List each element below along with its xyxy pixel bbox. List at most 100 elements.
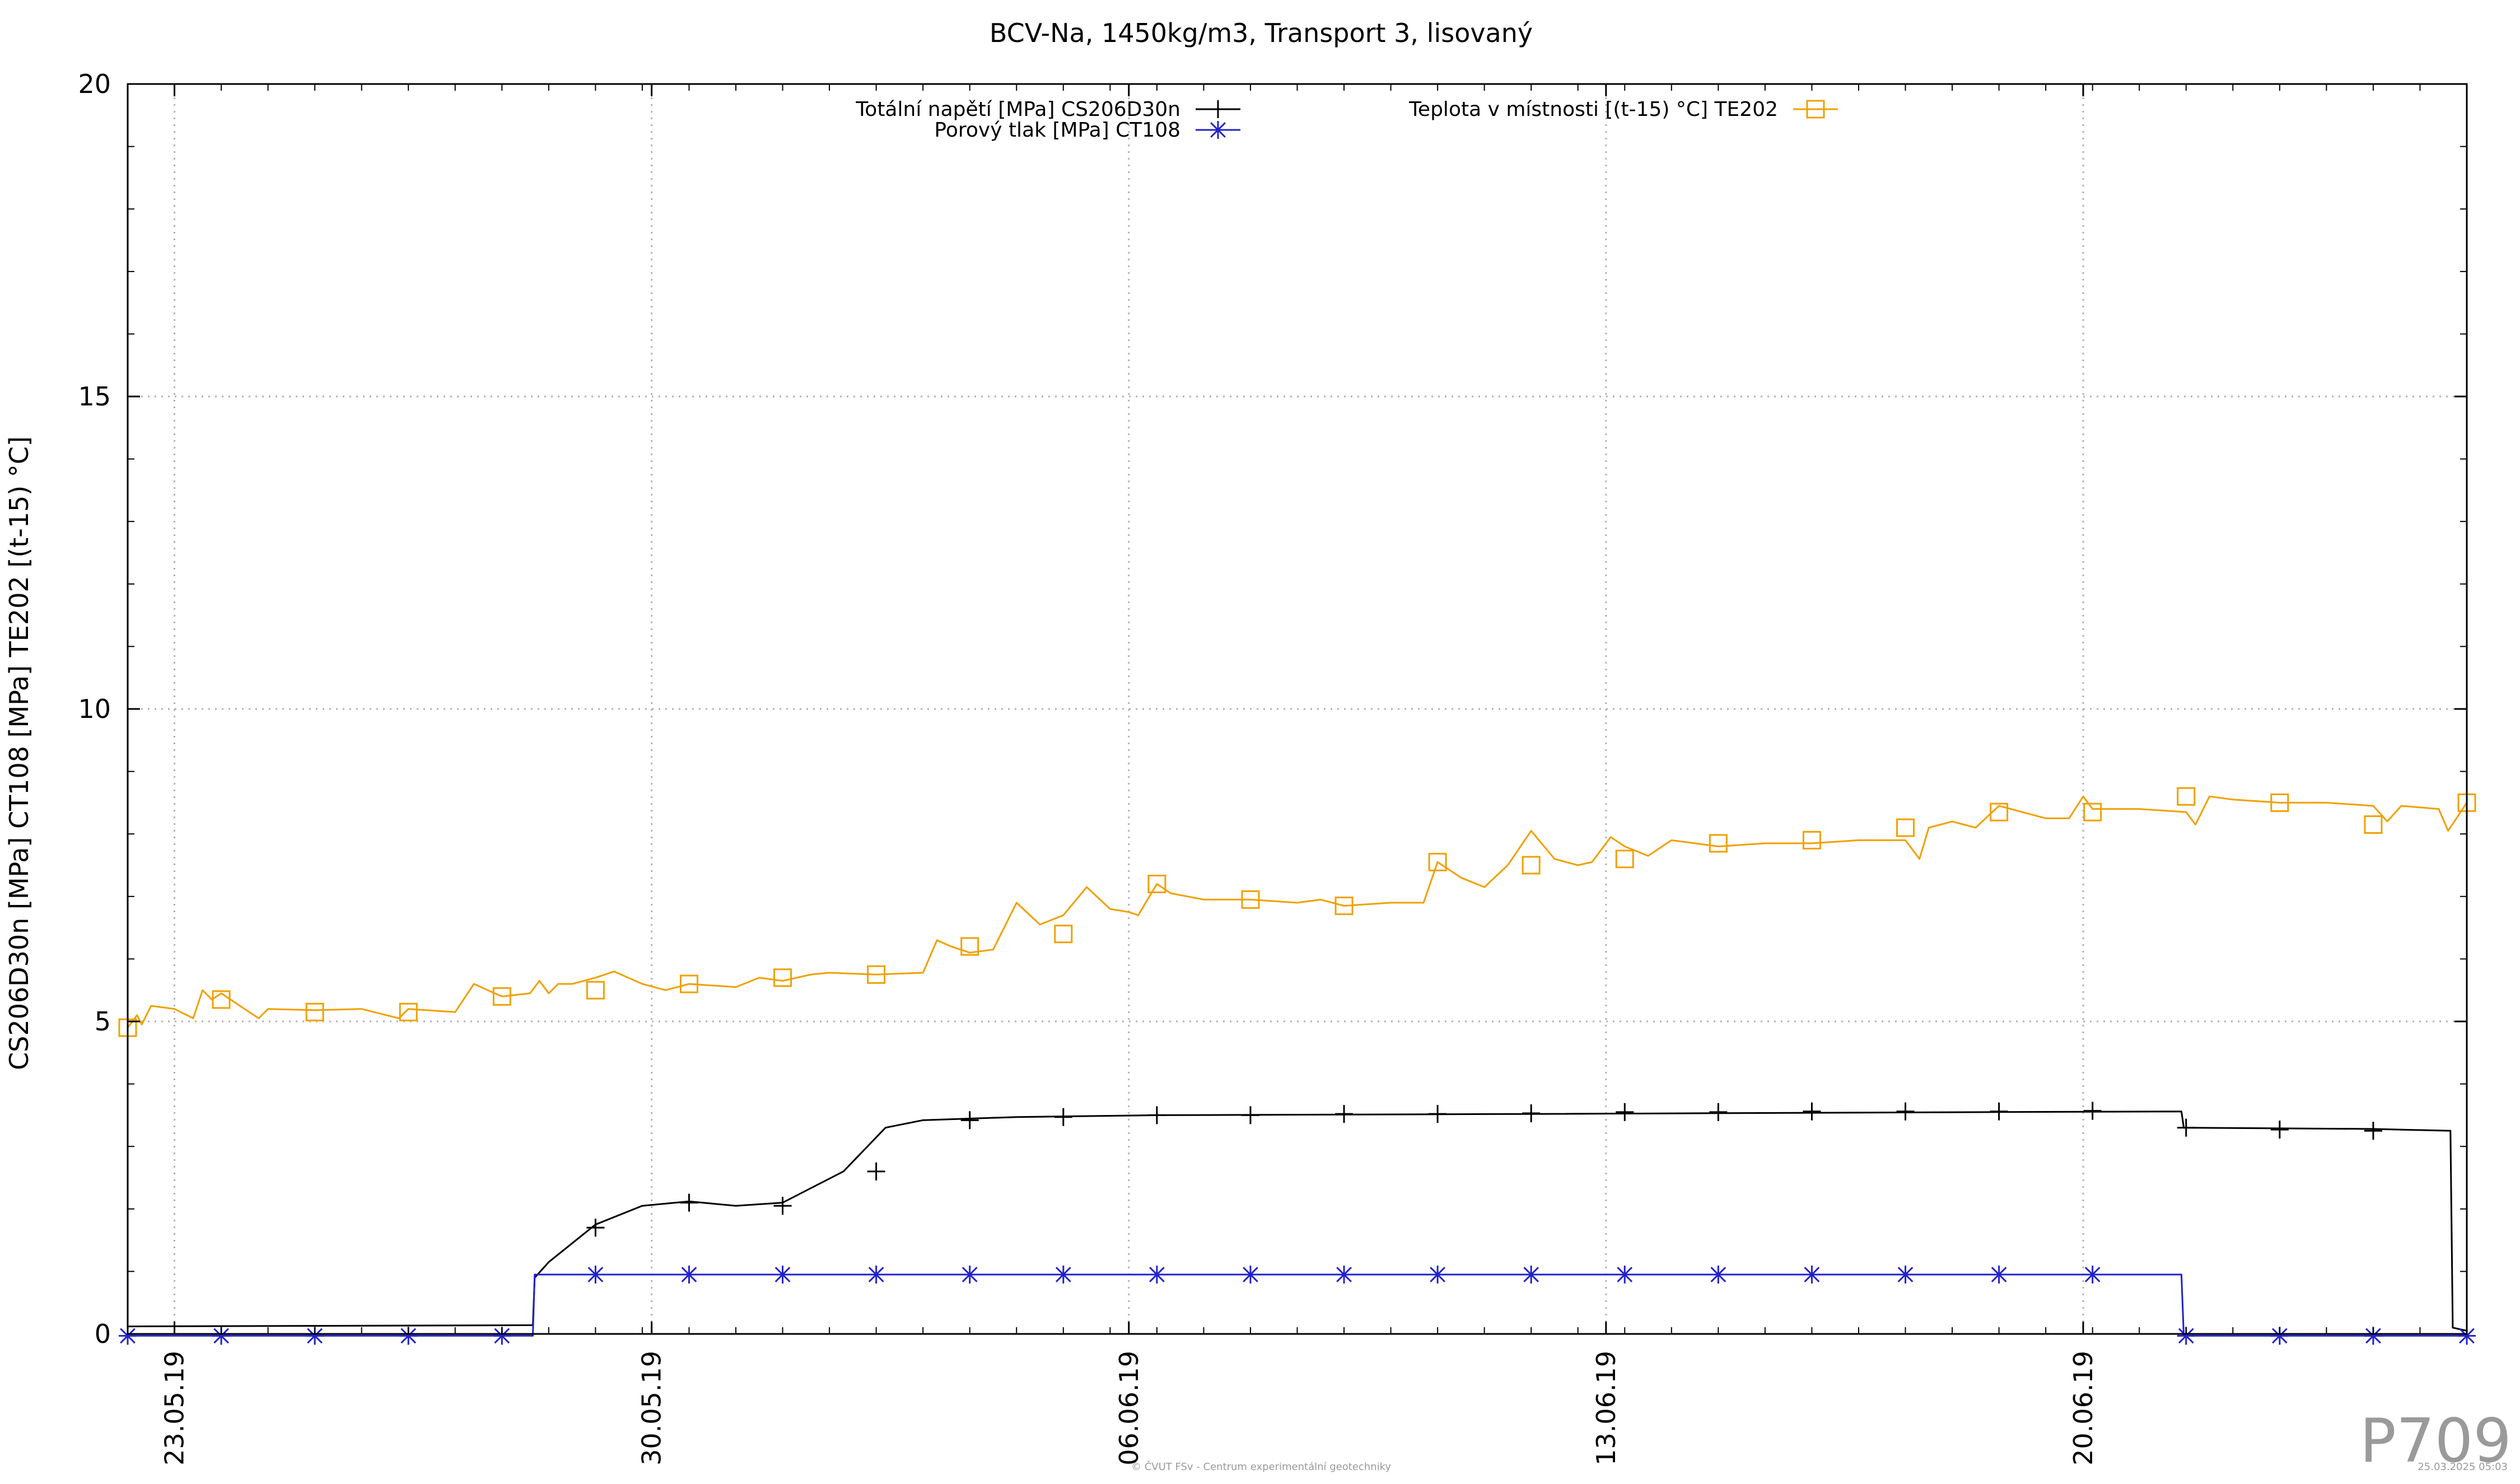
- series-room-temperature-point: [2177, 787, 2196, 806]
- series-pore-pressure-point: [1335, 1265, 1354, 1284]
- series-room-temperature-point: [1896, 818, 1915, 837]
- series-pore-pressure-point: [1896, 1265, 1915, 1284]
- series-total-stress-point: [1335, 1105, 1354, 1123]
- series-pore-pressure-point: [1522, 1265, 1541, 1284]
- series-total-stress-point: [2270, 1121, 2289, 1139]
- marker-box: [960, 937, 979, 956]
- marker-box: [212, 990, 231, 1009]
- series-total-stress-point: [1990, 1102, 2008, 1121]
- marker-d2: [2084, 1267, 2101, 1282]
- series-pore-pressure: [119, 1265, 2476, 1345]
- marker-d2: [494, 1328, 510, 1344]
- series-total-stress-point: [1054, 1108, 1072, 1126]
- legend-marker: [1209, 121, 1227, 139]
- marker-box: [1334, 897, 1354, 916]
- series-room-temperature-line: [127, 795, 2468, 1029]
- marker-box: [1241, 890, 1260, 909]
- marker-d2: [1710, 1267, 1726, 1282]
- series-room-temperature-point: [1802, 830, 1821, 850]
- x-tick-label: 06.06.19: [1114, 1351, 1144, 1466]
- series-pore-pressure-point: [960, 1265, 979, 1284]
- series-total-stress-point: [1429, 1105, 1447, 1123]
- series-total-stress-point: [1147, 1106, 1166, 1124]
- legend-label: Totální napětí [MPa] CS206D30n: [855, 98, 1180, 121]
- copyright-notice: © ČVUT FSv - Centrum experimentální geot…: [1131, 1460, 1391, 1473]
- chart-title: BCV-Na, 1450kg/m3, Transport 3, lisovaný: [990, 18, 1533, 48]
- marker-box: [679, 974, 698, 993]
- series-total-stress-point: [2083, 1102, 2102, 1120]
- series-pore-pressure-point: [212, 1327, 231, 1345]
- marker-box: [586, 981, 605, 1000]
- marker-box: [1896, 818, 1915, 837]
- marker-box: [492, 987, 511, 1006]
- series-pore-pressure-point: [1241, 1265, 1259, 1284]
- marker-box: [1615, 850, 1634, 869]
- y-tick-label: 20: [78, 69, 111, 99]
- marker-d2: [1523, 1267, 1539, 1282]
- marker-d2: [213, 1328, 229, 1344]
- y-tick-label: 15: [78, 381, 111, 412]
- series-room-temperature-point: [1615, 850, 1634, 869]
- marker-box: [1428, 852, 1447, 871]
- x-tick-label: 20.06.19: [2068, 1351, 2098, 1466]
- y-tick-label: 10: [78, 694, 111, 724]
- series-total-stress-point: [2364, 1122, 2382, 1140]
- marker-d2: [2178, 1328, 2194, 1344]
- marker-d2: [400, 1328, 417, 1344]
- legend-label: Teplota v místnosti [(t-15) °C] TE202: [1408, 98, 1778, 121]
- series-total-stress-point: [586, 1219, 605, 1237]
- series-room-temperature-point: [1147, 874, 1166, 893]
- marker-box: [2364, 815, 2383, 834]
- series-pore-pressure-point: [1429, 1265, 1447, 1284]
- series-pore-pressure-point: [1147, 1265, 1166, 1284]
- series-pore-pressure-point: [1803, 1265, 1821, 1284]
- series-pore-pressure-point: [1709, 1265, 1728, 1284]
- series-room-temperature: [118, 787, 2476, 1037]
- marker-d2: [2271, 1328, 2288, 1344]
- series-total-stress-point: [680, 1193, 698, 1212]
- series-pore-pressure-point: [493, 1327, 511, 1345]
- marker-box: [773, 968, 792, 987]
- series-room-temperature-point: [679, 974, 698, 993]
- series-room-temperature-point: [1522, 856, 1541, 875]
- series-room-temperature-point: [212, 990, 231, 1009]
- legend-label: Porový tlak [MPa] CT108: [934, 119, 1180, 142]
- series-room-temperature-point: [1241, 890, 1260, 909]
- series-total-stress-point: [960, 1111, 979, 1130]
- marker-box: [2177, 787, 2196, 806]
- series-room-temperature-point: [1054, 925, 1073, 944]
- marker-box: [1709, 834, 1728, 853]
- marker-d2: [1897, 1267, 1914, 1282]
- marker-d2: [1210, 122, 1226, 138]
- series-room-temperature-point: [586, 981, 605, 1000]
- series-total-stress-point: [867, 1162, 885, 1180]
- marker-d2: [2365, 1328, 2381, 1344]
- marker-box: [1990, 802, 2009, 822]
- axes: 0 5 10 15 20 23.05.19 30.05.19 06.06.19 13.06.19…: [78, 69, 2467, 1466]
- series-total-stress-point: [1241, 1106, 1259, 1124]
- series-total-stress-point: [773, 1197, 792, 1215]
- marker-d2: [681, 1267, 697, 1282]
- marker-d2: [1149, 1267, 1165, 1282]
- x-tick-label: 30.05.19: [637, 1351, 667, 1466]
- marker-box: [1806, 100, 1825, 119]
- series-total-stress-point: [1616, 1103, 1634, 1121]
- marker-d2: [774, 1267, 791, 1282]
- marker-box: [2270, 793, 2289, 812]
- series-pore-pressure-point: [2083, 1265, 2102, 1284]
- x-tick-label: 13.06.19: [1591, 1351, 1621, 1466]
- series-pore-pressure-point: [773, 1265, 792, 1284]
- series-pore-pressure-point: [586, 1265, 605, 1284]
- series-pore-pressure-line: [128, 1273, 2467, 1337]
- series-room-temperature-point: [399, 1002, 418, 1021]
- series-total-stress: [127, 1102, 2467, 1332]
- marker-box: [305, 1002, 324, 1021]
- series-room-temperature-point: [305, 1002, 324, 1021]
- series-room-temperature-point: [2083, 802, 2102, 822]
- legend-marker: [1209, 100, 1227, 118]
- series-total-stress-point: [1709, 1103, 1728, 1121]
- series-room-temperature-point: [2364, 815, 2383, 834]
